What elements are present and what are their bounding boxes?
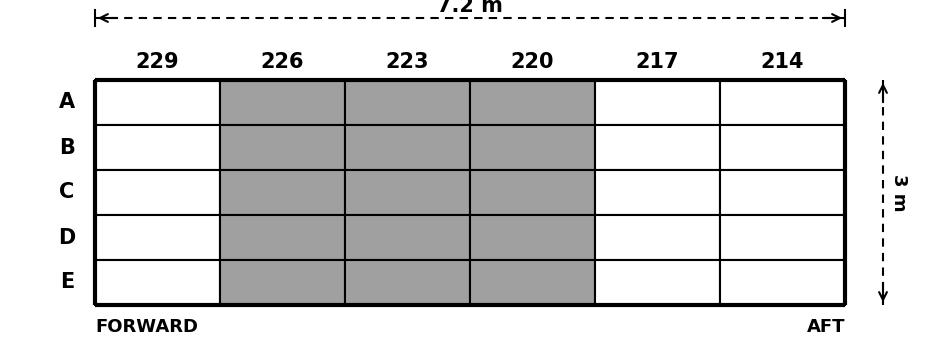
Bar bbox=[719, 80, 844, 125]
Text: 220: 220 bbox=[510, 52, 553, 72]
Bar bbox=[469, 215, 594, 260]
Text: E: E bbox=[60, 273, 74, 293]
Bar bbox=[719, 125, 844, 170]
Text: 7.2 m: 7.2 m bbox=[437, 0, 502, 16]
Bar bbox=[220, 80, 345, 125]
Text: 214: 214 bbox=[760, 52, 804, 72]
Bar bbox=[220, 170, 345, 215]
Bar bbox=[95, 260, 220, 305]
Bar bbox=[345, 80, 469, 125]
Bar bbox=[95, 125, 220, 170]
Text: 223: 223 bbox=[386, 52, 429, 72]
Text: C: C bbox=[59, 182, 74, 203]
Bar bbox=[95, 215, 220, 260]
Bar bbox=[220, 125, 345, 170]
Bar bbox=[594, 80, 719, 125]
Bar bbox=[594, 215, 719, 260]
Text: 3 m: 3 m bbox=[889, 174, 907, 211]
Text: 229: 229 bbox=[135, 52, 179, 72]
Bar bbox=[594, 260, 719, 305]
Bar bbox=[719, 260, 844, 305]
Text: 226: 226 bbox=[260, 52, 304, 72]
Bar bbox=[345, 170, 469, 215]
Text: AFT: AFT bbox=[806, 318, 844, 336]
Bar bbox=[345, 260, 469, 305]
Bar bbox=[95, 80, 220, 125]
Bar bbox=[345, 125, 469, 170]
Text: A: A bbox=[59, 92, 75, 112]
Bar bbox=[719, 170, 844, 215]
Bar bbox=[594, 170, 719, 215]
Bar bbox=[220, 260, 345, 305]
Bar bbox=[469, 170, 594, 215]
Text: B: B bbox=[59, 138, 75, 158]
Bar bbox=[95, 170, 220, 215]
Text: D: D bbox=[58, 228, 75, 247]
Bar bbox=[220, 215, 345, 260]
Bar bbox=[469, 125, 594, 170]
Bar bbox=[345, 215, 469, 260]
Text: FORWARD: FORWARD bbox=[95, 318, 197, 336]
Bar bbox=[469, 80, 594, 125]
Bar bbox=[719, 215, 844, 260]
Bar bbox=[594, 125, 719, 170]
Bar bbox=[469, 260, 594, 305]
Text: 217: 217 bbox=[635, 52, 679, 72]
